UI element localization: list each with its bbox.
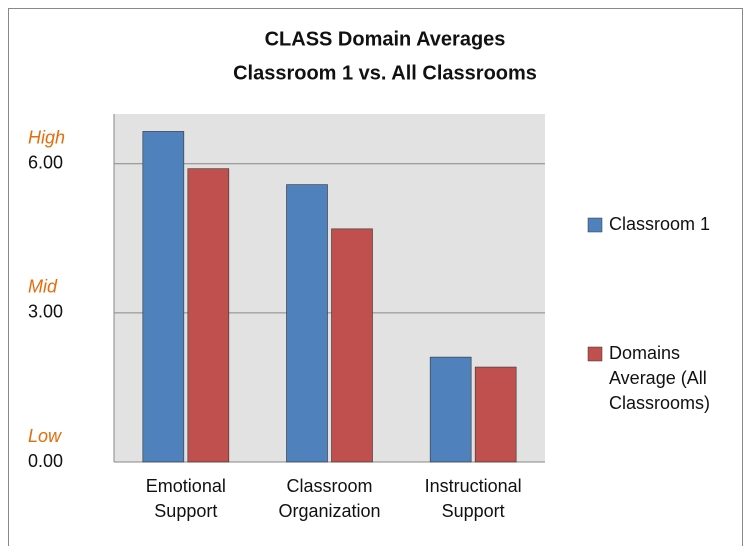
bar [429, 356, 472, 463]
y-tick-label: 6.00 [28, 152, 63, 172]
plot-area [114, 114, 545, 462]
chart-subtitle: Classroom 1 vs. All Classrooms [233, 62, 537, 84]
y-level-label: Mid [28, 277, 58, 297]
frame [8, 8, 743, 546]
x-tick-label: Instructional Support [424, 476, 522, 521]
y-tick-label: 0.00 [28, 451, 63, 471]
legend-label: Classroom 1 [609, 214, 711, 234]
y-level-label: High [28, 127, 65, 147]
bar [286, 184, 328, 463]
bar [187, 168, 230, 463]
y-level-label: Low [28, 426, 62, 446]
y-tick-label: 3.00 [28, 302, 63, 322]
x-tick-label: Emotional Support [145, 476, 226, 521]
x-tick-label: Classroom Organization [278, 476, 381, 521]
legend-label: Domains Average (All Classrooms) [609, 343, 711, 413]
legend-swatch [587, 346, 603, 362]
bar [331, 228, 373, 463]
bar [142, 131, 185, 463]
bar [474, 366, 517, 463]
legend-swatch [587, 217, 603, 233]
chart-title: CLASS Domain Averages [265, 28, 506, 50]
